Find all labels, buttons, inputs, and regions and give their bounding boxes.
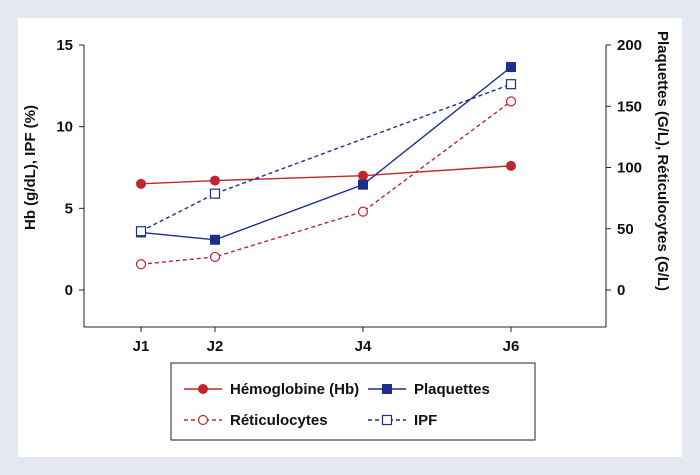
legend-marker <box>381 414 393 426</box>
legend-marker <box>197 414 209 426</box>
data-point <box>358 179 368 190</box>
legend-box <box>170 362 536 441</box>
y-left-tick-label: 5 <box>65 200 73 217</box>
series-layer <box>135 62 517 270</box>
data-point <box>357 206 369 217</box>
x-tick-label: J6 <box>503 338 520 355</box>
data-point <box>210 234 220 245</box>
y-right-axis-label: Plaquettes (G/L), Réticulocytes (G/L) <box>654 31 671 291</box>
chart-frame: 0 5 10 15 0 50 100 150 200 J1 J2 J4 J6 Hb (g/dL), IPF… <box>18 18 682 457</box>
data-point <box>135 226 147 237</box>
y-left-tick-label: 10 <box>56 119 73 136</box>
series-3 <box>135 79 517 237</box>
series-1 <box>136 62 516 245</box>
series-line <box>140 100 512 265</box>
legend-label: Plaquettes <box>414 381 490 398</box>
legend-item: Plaquettes <box>368 381 490 398</box>
data-point <box>135 259 147 270</box>
y-right-tick-label: 200 <box>617 37 642 54</box>
data-point <box>505 96 517 107</box>
data-point <box>209 188 221 199</box>
y-right-tick-label: 150 <box>617 98 642 115</box>
data-point <box>210 175 220 186</box>
legend-item: Hémoglobine (Hb) <box>184 381 359 398</box>
series-0 <box>136 160 516 189</box>
legend: Hémoglobine (Hb) Plaquettes Réticulocytes I… <box>170 362 536 441</box>
legend-item: Réticulocytes <box>184 412 328 429</box>
data-point <box>209 251 221 263</box>
data-point <box>506 62 516 73</box>
y-left-axis-label: Hb (g/dL), IPF (%) <box>22 105 39 230</box>
legend-label: Hémoglobine (Hb) <box>230 381 359 398</box>
x-tick-label: J4 <box>355 338 372 355</box>
data-point <box>136 178 146 189</box>
series-line <box>140 83 512 232</box>
legend-label: IPF <box>414 412 437 429</box>
legend-item: IPF <box>368 412 437 429</box>
series-2 <box>135 96 517 270</box>
data-point <box>505 79 517 90</box>
series-line <box>140 66 512 241</box>
x-tick-label: J1 <box>133 338 150 355</box>
legend-marker <box>382 384 392 394</box>
y-right-tick-label: 0 <box>617 282 625 299</box>
y-right-tick-label: 100 <box>617 160 642 177</box>
legend-marker <box>198 384 208 394</box>
y-left-tick-label: 15 <box>56 37 73 54</box>
x-tick-label: J2 <box>207 338 224 355</box>
legend-label: Réticulocytes <box>230 412 328 429</box>
series-line <box>140 165 512 185</box>
y-right-tick-label: 50 <box>617 221 634 238</box>
y-left-tick-label: 0 <box>65 282 73 299</box>
data-point <box>358 170 368 181</box>
data-point <box>506 160 516 171</box>
